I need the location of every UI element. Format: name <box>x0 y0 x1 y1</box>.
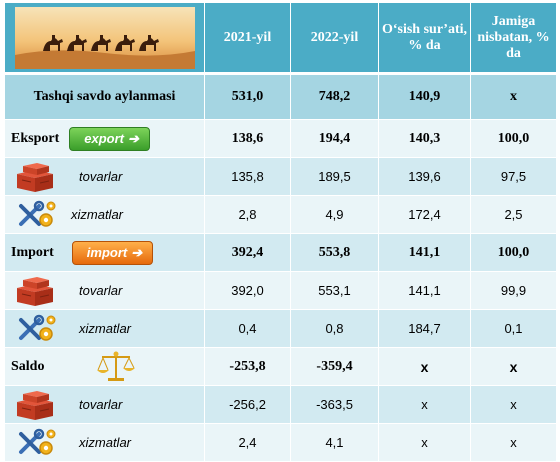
value-growth: x <box>378 347 471 386</box>
value-share: 100,0 <box>470 119 557 158</box>
value-growth: 184,7 <box>378 309 471 348</box>
header-growth: O‘sish sur’ati, % da <box>378 2 471 74</box>
value-2022: 0,8 <box>290 309 379 348</box>
tools-gear-icon <box>19 313 57 342</box>
value-2021: 135,8 <box>204 157 291 196</box>
value-2022: 4,9 <box>290 195 379 234</box>
header-2022: 2022-yil <box>290 2 379 74</box>
row-label: Eksport <box>11 130 60 146</box>
value-growth: 172,4 <box>378 195 471 234</box>
row-label: xizmatlar <box>79 435 132 450</box>
row-label: xizmatlar <box>71 207 124 222</box>
value-2021: -256,2 <box>204 385 291 424</box>
header-share: Jamiga nisbatan, % da <box>470 2 557 74</box>
import-badge-icon: import ➔ <box>71 240 154 265</box>
value-2021: 392,4 <box>204 233 291 272</box>
boxes-icon <box>16 390 54 420</box>
row-label: xizmatlar <box>79 321 132 336</box>
value-share: x <box>470 423 557 462</box>
value-2021: 0,4 <box>204 309 291 348</box>
value-growth: 140,9 <box>378 72 471 120</box>
value-2021: 2,4 <box>204 423 291 462</box>
row-label: tovarlar <box>79 169 123 184</box>
value-growth: 140,3 <box>378 119 471 158</box>
value-share: 100,0 <box>470 233 557 272</box>
value-share: 0,1 <box>470 309 557 348</box>
value-2022: 748,2 <box>290 72 379 120</box>
table-row-import: Import import ➔ 392,4 553,8 141,1 100,0 <box>4 233 557 272</box>
boxes-icon <box>16 276 54 306</box>
value-share: x <box>470 385 557 424</box>
foreign-trade-table: 2021-yil 2022-yil O‘sish sur’ati, % da J… <box>4 2 557 462</box>
table-row-balance-goods: tovarlar -256,2 -363,5 x x <box>4 385 557 424</box>
value-share: x <box>470 347 557 386</box>
header-banner-cell <box>4 2 205 74</box>
boxes-icon <box>16 162 54 192</box>
row-label: Saldo <box>11 358 45 374</box>
value-2022: -363,5 <box>290 385 379 424</box>
value-2022: -359,4 <box>290 347 379 386</box>
value-2021: 2,8 <box>204 195 291 234</box>
value-2021: -253,8 <box>204 347 291 386</box>
tools-gear-icon <box>19 199 57 228</box>
value-share: 97,5 <box>470 157 557 196</box>
table-row-import-goods: tovarlar 392,0 553,1 141,1 99,9 <box>4 271 557 310</box>
row-label: Tashqi savdo aylanmasi <box>4 72 205 120</box>
tools-gear-icon <box>19 427 57 456</box>
value-growth: 141,1 <box>378 271 471 310</box>
value-share: x <box>470 72 557 120</box>
value-growth: 139,6 <box>378 157 471 196</box>
value-share: 99,9 <box>470 271 557 310</box>
row-label: Import <box>11 244 54 260</box>
table-row-balance: Saldo -253,8 -359,4 x x <box>4 347 557 386</box>
value-growth: x <box>378 385 471 424</box>
table-header-row: 2021-yil 2022-yil O‘sish sur’ati, % da J… <box>4 2 557 74</box>
value-2022: 189,5 <box>290 157 379 196</box>
row-label: tovarlar <box>79 397 123 412</box>
value-2021: 138,6 <box>204 119 291 158</box>
value-2021: 531,0 <box>204 72 291 120</box>
value-2022: 4,1 <box>290 423 379 462</box>
value-growth: x <box>378 423 471 462</box>
camel-caravan-banner <box>14 6 195 69</box>
table-row-export-services: xizmatlar 2,8 4,9 172,4 2,5 <box>4 195 557 234</box>
table-row-export-goods: tovarlar 135,8 189,5 139,6 97,5 <box>4 157 557 196</box>
value-2022: 194,4 <box>290 119 379 158</box>
table-row-trade-turnover: Tashqi savdo aylanmasi 531,0 748,2 140,9… <box>4 72 557 120</box>
table-row-export: Eksport export ➔ 138,6 194,4 140,3 100,0 <box>4 119 557 158</box>
value-growth: 141,1 <box>378 233 471 272</box>
table-row-balance-services: xizmatlar 2,4 4,1 x x <box>4 423 557 462</box>
value-share: 2,5 <box>470 195 557 234</box>
scales-icon <box>97 351 136 381</box>
header-2021: 2021-yil <box>204 2 291 74</box>
value-2021: 392,0 <box>204 271 291 310</box>
value-2022: 553,8 <box>290 233 379 272</box>
value-2022: 553,1 <box>290 271 379 310</box>
row-label: tovarlar <box>79 283 123 298</box>
table-row-import-services: xizmatlar 0,4 0,8 184,7 0,1 <box>4 309 557 348</box>
export-badge-icon: export ➔ <box>69 126 150 151</box>
